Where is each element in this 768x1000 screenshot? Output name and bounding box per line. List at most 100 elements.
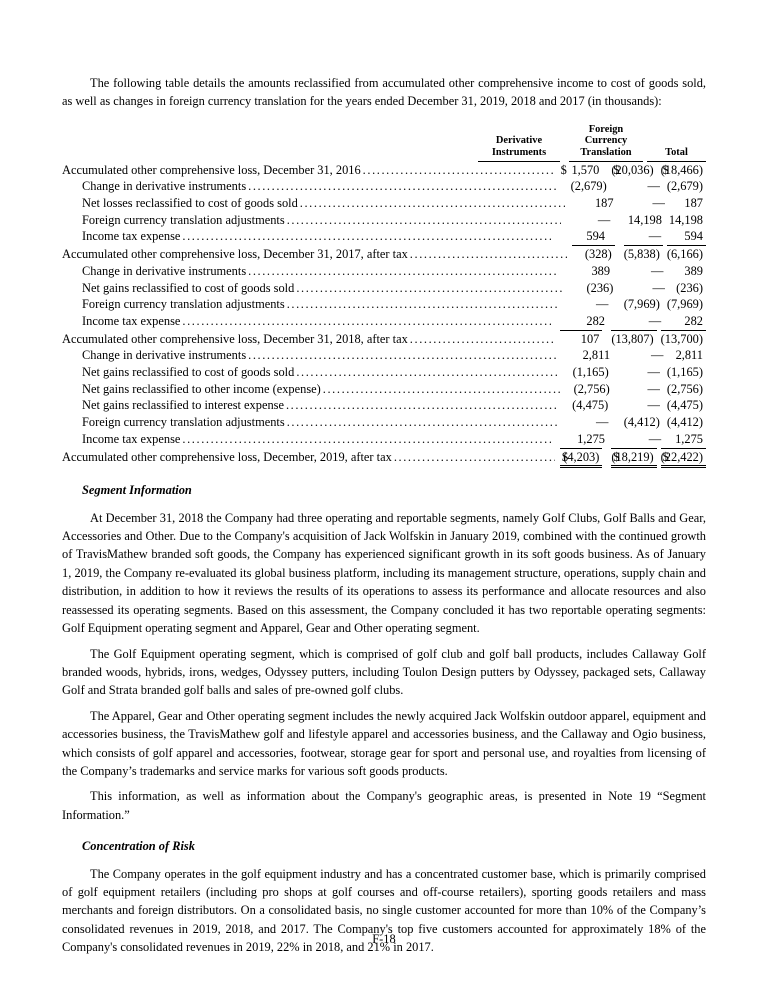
table-cell: 282 (684, 313, 703, 328)
table-row: Foreign currency translation adjustments… (62, 296, 706, 313)
table-header-row: Derivative Instruments Foreign Currency Tran… (62, 124, 706, 162)
dot-leader (323, 381, 562, 398)
table-row: Accumulated other comprehensive loss, De… (62, 447, 706, 469)
table-cell: — (648, 313, 662, 328)
table-row-label: Change in derivative instruments (62, 347, 559, 364)
dollar-sign: $ (662, 449, 669, 464)
table-row-label: Net gains reclassified to interest expen… (62, 397, 559, 414)
table-body: Accumulated other comprehensive loss, De… (62, 162, 706, 469)
dot-leader (248, 178, 556, 195)
table-cell: 1,275 (675, 431, 703, 446)
dot-leader (394, 449, 555, 466)
table-cell: (5,838) (623, 245, 663, 263)
table-cell: 14,198 (627, 212, 662, 227)
table-cell: — (595, 297, 609, 312)
table-cell: — (648, 431, 662, 446)
table-cell: 282 (586, 313, 605, 328)
table-cell: — (650, 263, 664, 278)
table-cell: $ (4,203) (559, 447, 603, 469)
table-cell: (2,756) (573, 381, 610, 396)
table-cell: $1,570 (560, 162, 600, 177)
table-cell: 187 (594, 196, 614, 210)
table-cell: $ (18,466) (660, 162, 703, 177)
table-cell: $ (22,422) (660, 447, 706, 469)
dot-leader (248, 263, 559, 280)
table-cell: — (597, 212, 611, 227)
table-row: Net gains reclassified to other income (… (62, 381, 706, 398)
table-cell: (4,475) (666, 398, 703, 413)
page-number: F-18 (372, 932, 396, 946)
table-row: Accumulated other comprehensive loss, De… (62, 245, 706, 263)
table-cell: — (647, 179, 660, 194)
table-cell: (2,679) (570, 179, 607, 194)
table-cell: (4,475) (572, 398, 609, 413)
dot-leader (182, 228, 550, 245)
table-cell: (236) (676, 280, 703, 295)
table-cell: — (595, 415, 609, 430)
table-row-label: Net gains reclassified to cost of goods … (62, 280, 564, 297)
table-row-label: Accumulated other comprehensive loss, De… (62, 162, 554, 179)
table-row: Net losses reclassified to cost of goods… (62, 195, 706, 212)
table-row: Income tax expense 282 — 282 (62, 313, 706, 330)
table-column-header: Derivative Instruments (478, 135, 560, 162)
table-row-label: Net gains reclassified to other income (… (62, 381, 562, 398)
dot-leader (182, 431, 550, 448)
table-row-label: Change in derivative instruments (62, 263, 559, 280)
table-row-label: Accumulated other comprehensive loss, De… (62, 449, 555, 466)
table-cell: 107 (560, 329, 603, 348)
dot-leader (287, 414, 560, 431)
table-cell: (7,969) (666, 297, 703, 312)
dot-leader (410, 246, 567, 263)
table-cell: 187 (684, 196, 703, 210)
intro-paragraph: The following table details the amounts … (62, 76, 706, 109)
table-cell: (4,412) (666, 415, 703, 430)
financial-table: Derivative Instruments Foreign Currency Tran… (62, 124, 706, 469)
table-cell: (13,700) (660, 329, 706, 348)
dot-leader (286, 397, 559, 414)
dot-leader (182, 313, 550, 330)
table-cell: (236) (586, 280, 614, 295)
table-cell: — (647, 365, 660, 380)
risk-paragraph-1: The Company operates in the golf equipme… (62, 866, 706, 955)
table-cell: — (650, 348, 664, 363)
table-cell: (6,166) (666, 245, 706, 263)
table-row-label: Accumulated other comprehensive loss, De… (62, 331, 555, 348)
table-cell: 594 (586, 229, 605, 244)
concentration-of-risk-heading: Concentration of Risk (82, 839, 195, 854)
table-cell: 2,811 (675, 348, 703, 363)
table-row-label: Net losses reclassified to cost of goods… (62, 195, 565, 212)
table-cell: — (647, 381, 660, 396)
table-row: Change in derivative instruments 389 — 389 (62, 263, 706, 280)
table-row: Net gains reclassified to cost of goods … (62, 280, 706, 297)
table-row-label: Income tax expense (62, 313, 551, 330)
dollar-sign: $ (613, 162, 620, 177)
table-row: Change in derivative instruments (2,679) —… (62, 178, 706, 195)
table-row: Accumulated other comprehensive loss, De… (62, 329, 706, 348)
segment-paragraph-1: At December 31, 2018 the Company had thr… (62, 510, 706, 636)
dot-leader (296, 280, 564, 297)
table-cell: $ (20,036) (611, 162, 654, 177)
table-row-label: Income tax expense (62, 228, 551, 245)
table-cell: (1,165) (666, 365, 703, 380)
table-cell: (13,807) (611, 329, 657, 348)
table-cell: (1,165) (572, 365, 609, 380)
dot-leader (287, 212, 561, 229)
table-cell: (2,756) (666, 381, 704, 396)
table-cell: 14,198 (668, 212, 703, 227)
table-cell: — (652, 280, 665, 295)
dot-leader (296, 364, 560, 381)
table-cell: 389 (591, 263, 611, 278)
table-row-label: Net gains reclassified to cost of goods … (62, 364, 560, 381)
table-row-label: Foreign currency translation adjustments (62, 296, 559, 313)
table-row: Change in derivative instruments 2,811 — 2,… (62, 347, 706, 364)
table-cell: 1,275 (577, 431, 605, 446)
segment-paragraph-4: This information, as well as information… (62, 789, 706, 822)
dollar-sign: $ (561, 449, 569, 464)
table-row: Income tax expense 594 — 594 (62, 228, 706, 245)
table-cell: (2,679) (666, 179, 703, 194)
table-cell: 2,811 (582, 348, 611, 363)
dollar-sign: $ (560, 162, 567, 177)
dot-leader (300, 195, 565, 212)
table-cell: (4,412) (623, 415, 660, 430)
table-row: Foreign currency translation adjustments… (62, 414, 706, 431)
